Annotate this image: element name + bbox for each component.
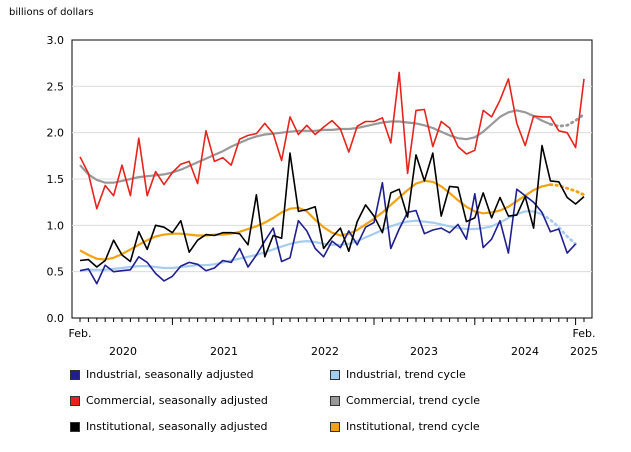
gridlines: [71, 39, 593, 319]
line-chart: billions of dollars 0.0 0.5 1.0 1.5 2.0 2.5 3.…: [9, 7, 598, 358]
y-tick-label: 2.5: [47, 80, 65, 93]
y-tick-label: 1.5: [47, 173, 65, 186]
legend-item-institutional-trend: Institutional, trend cycle: [330, 420, 480, 433]
legend-row: Commercial, seasonally adjusted Commerci…: [70, 394, 610, 420]
series-line-0: [79, 181, 577, 285]
x-start-label: Feb.: [69, 327, 92, 340]
legend-item-institutional-sa: Institutional, seasonally adjusted: [70, 420, 268, 433]
legend: Industrial, seasonally adjusted Industri…: [70, 368, 610, 446]
legend-swatch-industrial-sa: [70, 369, 80, 380]
legend-swatch-industrial-trend: [330, 369, 340, 380]
year-label-2023: 2023: [410, 345, 438, 358]
y-tick-label: 0.0: [47, 312, 65, 325]
series-line-2: [79, 71, 585, 210]
legend-swatch-institutional-sa: [70, 421, 80, 432]
y-axis: 0.0 0.5 1.0 1.5 2.0 2.5 3.0: [47, 34, 65, 325]
y-tick-label: 2.0: [47, 127, 65, 140]
legend-item-industrial-sa: Industrial, seasonally adjusted: [70, 368, 254, 381]
series-line-4: [79, 144, 585, 268]
series-dotted-5: [549, 183, 586, 197]
series-dotted-1: [540, 212, 577, 246]
legend-item-industrial-trend: Industrial, trend cycle: [330, 368, 466, 381]
legend-label-commercial-sa: Commercial, seasonally adjusted: [86, 394, 268, 407]
year-label-2024: 2024: [511, 345, 539, 358]
series-line-3: [79, 109, 551, 184]
legend-label-industrial-sa: Industrial, seasonally adjusted: [86, 368, 254, 381]
year-label-2022: 2022: [311, 345, 339, 358]
x-axis: Feb. Feb. 2020 2021 2022 2023 2024 2025: [69, 318, 598, 358]
series-layer: [79, 71, 586, 285]
y-tick-label: 1.0: [47, 219, 65, 232]
legend-item-commercial-sa: Commercial, seasonally adjusted: [70, 394, 268, 407]
legend-label-institutional-sa: Institutional, seasonally adjusted: [86, 420, 268, 433]
y-axis-unit-label: billions of dollars: [9, 7, 94, 18]
legend-row: Industrial, seasonally adjusted Industri…: [70, 368, 610, 394]
legend-swatch-institutional-trend: [330, 421, 340, 432]
legend-swatch-commercial-trend: [330, 395, 340, 406]
legend-label-industrial-trend: Industrial, trend cycle: [346, 368, 466, 381]
year-label-2025: 2025: [570, 345, 598, 358]
legend-label-institutional-trend: Institutional, trend cycle: [346, 420, 480, 433]
year-label-2020: 2020: [109, 345, 137, 358]
y-tick-label: 3.0: [47, 34, 65, 47]
legend-row: Institutional, seasonally adjusted Insti…: [70, 420, 610, 446]
legend-swatch-commercial-sa: [70, 395, 80, 406]
x-end-label: Feb.: [573, 327, 596, 340]
legend-label-commercial-trend: Commercial, trend cycle: [346, 394, 481, 407]
year-label-2021: 2021: [210, 345, 238, 358]
y-tick-label: 0.5: [47, 266, 65, 279]
legend-item-commercial-trend: Commercial, trend cycle: [330, 394, 480, 407]
